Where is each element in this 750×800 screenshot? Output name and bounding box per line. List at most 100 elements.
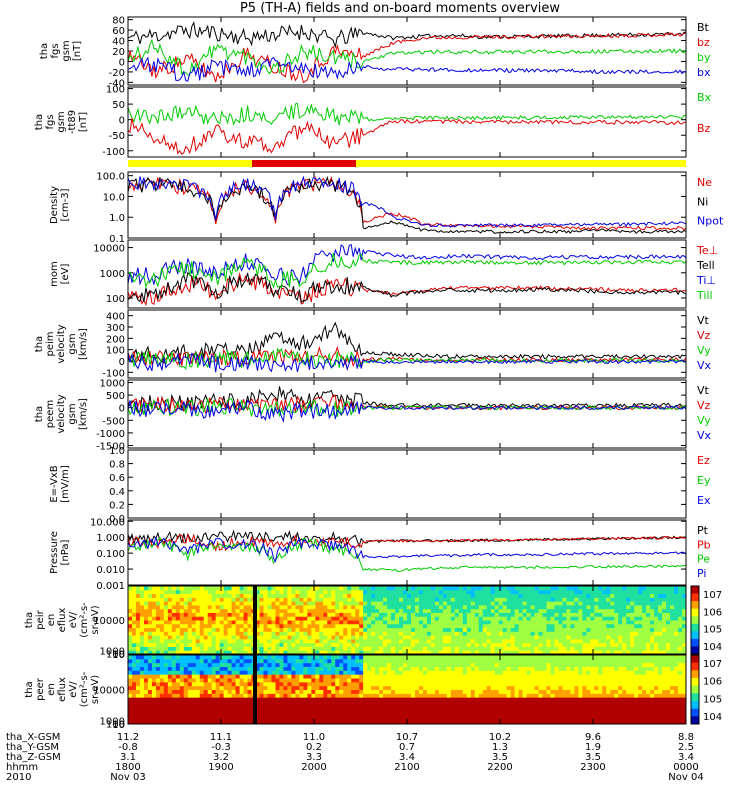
heatmap-cell: [315, 701, 320, 706]
heatmap-cell: [191, 704, 197, 710]
heatmap-cell: [578, 638, 583, 644]
heatmap-cell: [387, 708, 392, 713]
heatmap-cell: [335, 712, 340, 717]
heatmap-cell: [446, 604, 452, 610]
heatmap-cell: [434, 586, 440, 591]
heatmap-cell: [562, 586, 567, 591]
heatmap-cell: [482, 662, 488, 667]
ytick-label: 400: [106, 312, 125, 323]
heatmap-cell: [570, 601, 575, 606]
heatmap-cell: [199, 620, 205, 625]
heatmap-cell: [163, 620, 169, 625]
heatmap-cell: [454, 612, 460, 617]
heatmap-cell: [207, 716, 213, 721]
heatmap-cell: [418, 674, 424, 679]
heatmap-cell: [303, 586, 308, 591]
heatmap-cell: [526, 616, 532, 621]
heatmap-cell: [355, 678, 360, 683]
heatmap-cell: [247, 597, 253, 602]
heatmap-cell: [446, 620, 452, 625]
heatmap-cell: [128, 697, 133, 702]
heatmap-cell: [383, 620, 388, 625]
heatmap-cell: [514, 697, 520, 702]
heatmap-cell: [418, 720, 424, 725]
heatmap-cell: [371, 655, 376, 660]
heatmap-cell: [486, 666, 492, 671]
heatmap-cell: [658, 635, 663, 640]
heatmap-cell: [311, 623, 316, 629]
heatmap-cell: [219, 681, 225, 687]
heatmap-cell: [578, 586, 583, 591]
heatmap-cell: [255, 720, 261, 725]
heatmap-cell: [351, 642, 356, 647]
heatmap-cell: [135, 662, 141, 667]
heatmap-cell: [128, 638, 133, 644]
heatmap-cell: [243, 693, 249, 698]
heatmap-cell: [155, 701, 161, 706]
heatmap-cell: [438, 612, 444, 617]
heatmap-cell: [678, 623, 683, 629]
heatmap-cell: [275, 593, 280, 598]
heatmap-cell: [299, 627, 304, 632]
heatmap-cell: [682, 616, 687, 621]
heatmap-cell: [538, 597, 544, 602]
heatmap-cell: [582, 593, 587, 598]
heatmap-cell: [231, 623, 237, 629]
heatmap-cell: [235, 701, 241, 706]
heatmap-cell: [339, 646, 344, 651]
heatmap-cell: [279, 697, 284, 702]
heatmap-cell: [219, 631, 225, 636]
heatmap-cell: [474, 589, 480, 595]
heatmap-cell: [466, 627, 472, 632]
heatmap-cell: [426, 697, 432, 702]
heatmap-cell: [546, 612, 551, 617]
heatmap-cell: [175, 689, 181, 694]
heatmap-cell: [490, 593, 496, 598]
heatmap-cell: [143, 681, 149, 687]
heatmap-cell: [147, 623, 153, 629]
heatmap-cell: [434, 589, 440, 595]
heatmap-cell: [670, 616, 675, 621]
heatmap-cell: [570, 627, 575, 632]
heatmap-cell: [163, 597, 169, 602]
heatmap-cell: [135, 708, 141, 713]
heatmap-cell: [315, 720, 320, 725]
heatmap-cell: [414, 601, 420, 606]
heatmap-cell: [570, 662, 575, 667]
heatmap-cell: [458, 689, 464, 694]
heatmap-cell: [550, 662, 555, 667]
heatmap-cell: [570, 716, 575, 721]
heatmap-cell: [367, 712, 372, 717]
heatmap-cell: [430, 670, 436, 675]
heatmap-cell: [263, 608, 268, 613]
heatmap-cell: [399, 635, 404, 640]
heatmap-cell: [566, 693, 571, 698]
heatmap-cell: [147, 701, 153, 706]
heatmap-cell: [131, 620, 137, 625]
heatmap-cell: [399, 650, 404, 655]
heatmap-cell: [482, 616, 488, 621]
heatmap-cell: [267, 650, 272, 655]
heatmap-cell: [143, 704, 149, 710]
heatmap-cell: [128, 701, 133, 706]
heatmap-cell: [558, 612, 563, 617]
heatmap-cell: [131, 635, 137, 640]
heatmap-cell: [502, 627, 508, 632]
heatmap-cell: [359, 612, 364, 617]
heatmap-cell: [243, 627, 249, 632]
heatmap-cell: [442, 704, 448, 710]
heatmap-cell: [562, 604, 567, 610]
heatmap-cell: [434, 620, 440, 625]
heatmap-cell: [498, 681, 504, 687]
heatmap-cell: [522, 642, 528, 647]
heatmap-cell: [438, 658, 444, 664]
heatmap-cell: [387, 678, 392, 683]
heatmap-cell: [163, 627, 169, 632]
heatmap-cell: [498, 716, 504, 721]
heatmap-cell: [410, 616, 416, 621]
heatmap-cell: [518, 631, 524, 636]
heatmap-cell: [335, 597, 340, 602]
heatmap-cell: [327, 708, 332, 713]
heatmap-cell: [203, 662, 209, 667]
heatmap-cell: [311, 662, 316, 667]
